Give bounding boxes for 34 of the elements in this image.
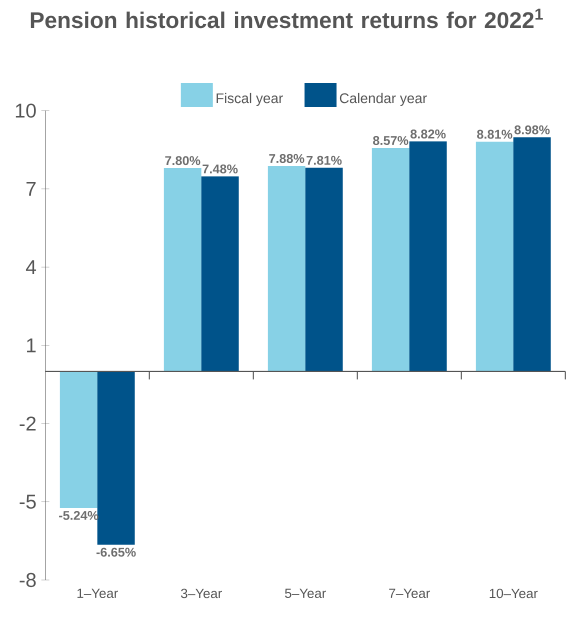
data-label: 8.57%	[372, 136, 408, 146]
bar	[476, 142, 514, 372]
bar	[409, 141, 447, 372]
x-tick-label: 3–Year	[180, 588, 222, 598]
bar	[513, 137, 551, 372]
bar	[201, 176, 239, 372]
chart-title: Pension historical investment returns for 2022$^{1}$	[30, 8, 543, 28]
data-label: 7.88%	[269, 154, 304, 164]
data-label: 7.80%	[165, 156, 200, 166]
bar	[305, 168, 343, 372]
bar	[372, 148, 410, 372]
y-tick-label: -2	[20, 416, 36, 431]
y-tick-label: -8	[20, 572, 36, 588]
y-tick-label: -5	[20, 494, 36, 509]
data-label: 8.81%	[476, 130, 512, 139]
data-label: 8.82%	[410, 130, 446, 138]
data-label: 7.81%	[306, 156, 342, 165]
y-tick-label: 10	[16, 104, 36, 118]
legend-label: Fiscal year	[216, 92, 283, 106]
y-tick-label: 1	[26, 338, 36, 352]
data-label: 8.98%	[514, 125, 550, 134]
bar	[268, 166, 306, 372]
y-tick-label: 4	[26, 260, 36, 274]
bar	[164, 168, 202, 372]
x-tick-label: 1–Year	[77, 588, 118, 598]
x-tick-label: 5–Year	[284, 588, 326, 598]
data-label: -6.65%	[96, 548, 136, 557]
bar	[60, 371, 98, 508]
bar	[97, 371, 135, 545]
x-tick-label: 7–Year	[388, 588, 430, 598]
x-tick-label: 10–Year	[490, 588, 538, 598]
legend-label: Calendar year	[340, 92, 427, 106]
data-label: 7.48%	[202, 164, 238, 174]
y-tick-label: 7	[26, 182, 36, 196]
